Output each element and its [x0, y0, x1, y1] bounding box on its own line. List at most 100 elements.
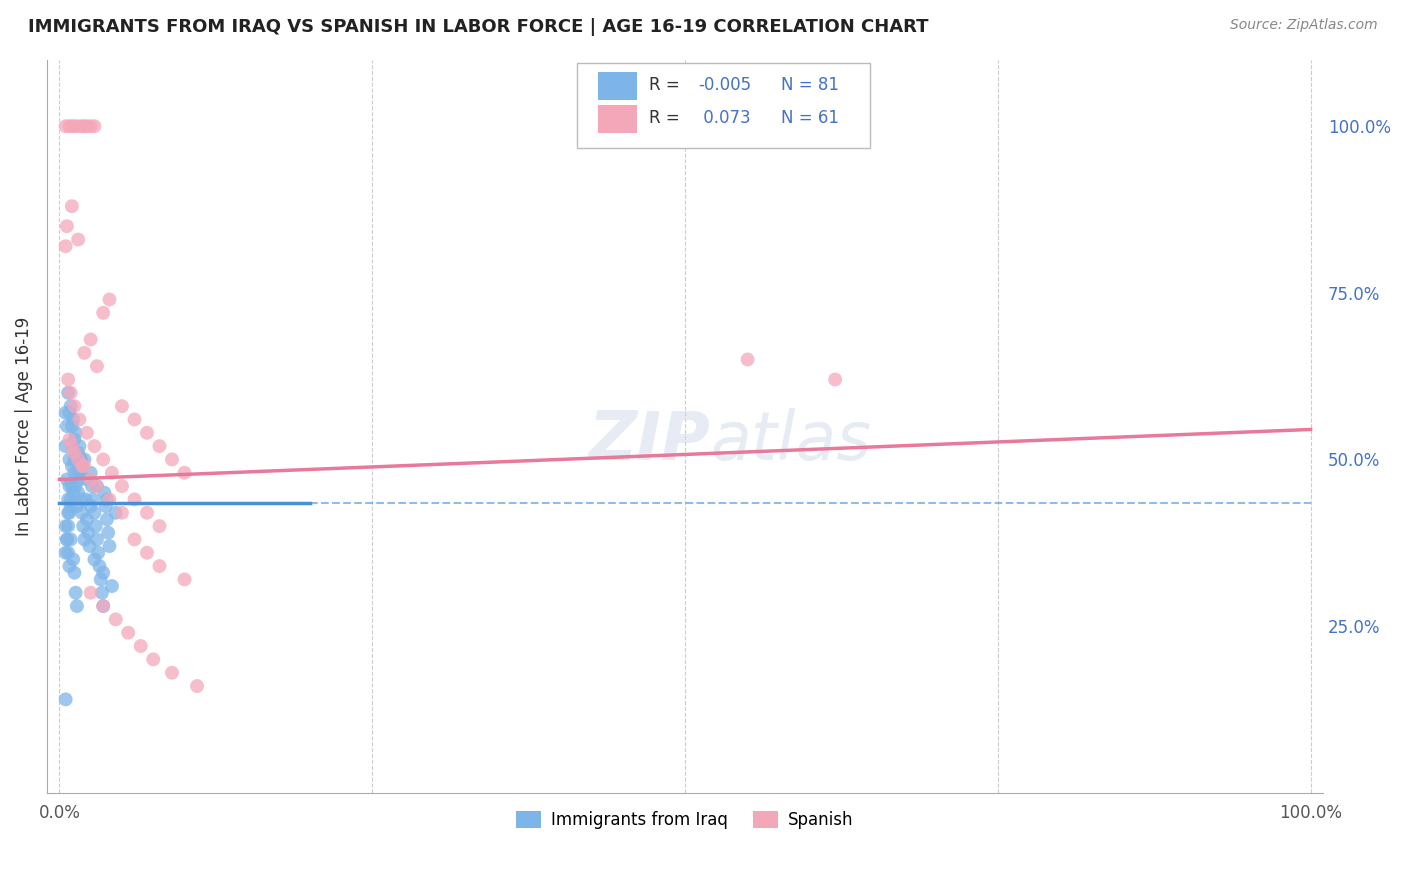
Point: [59, 533, 82, 547]
Point: [67, 466, 90, 480]
Point: [63, 566, 86, 580]
Point: [73, 346, 96, 360]
Point: [124, 412, 146, 426]
Point: [67, 412, 90, 426]
Point: [129, 639, 152, 653]
Point: [62, 485, 84, 500]
Point: [136, 425, 159, 440]
Point: [76, 120, 98, 134]
FancyBboxPatch shape: [598, 72, 637, 100]
Point: [58, 452, 80, 467]
Text: atlas: atlas: [710, 408, 872, 474]
Point: [72, 519, 94, 533]
Point: [82, 492, 104, 507]
Text: IMMIGRANTS FROM IRAQ VS SPANISH IN LABOR FORCE | AGE 16-19 CORRELATION CHART: IMMIGRANTS FROM IRAQ VS SPANISH IN LABOR…: [28, 18, 928, 36]
Point: [55, 406, 77, 420]
Point: [86, 479, 108, 493]
Point: [58, 120, 80, 134]
Point: [55, 519, 77, 533]
Point: [91, 452, 114, 467]
Point: [67, 466, 90, 480]
Point: [70, 120, 93, 134]
Point: [56, 546, 79, 560]
Point: [83, 552, 105, 566]
Point: [101, 466, 124, 480]
Point: [69, 452, 91, 467]
Point: [56, 472, 79, 486]
Point: [59, 399, 82, 413]
Point: [60, 439, 83, 453]
Point: [56, 533, 79, 547]
Point: [79, 472, 101, 486]
Point: [58, 433, 80, 447]
Point: [59, 385, 82, 400]
Point: [79, 333, 101, 347]
Point: [55, 439, 77, 453]
Point: [148, 519, 170, 533]
Point: [65, 425, 87, 440]
Point: [83, 120, 105, 134]
Point: [148, 439, 170, 453]
Point: [80, 479, 103, 493]
Point: [60, 479, 83, 493]
Point: [73, 459, 96, 474]
Point: [148, 559, 170, 574]
Point: [98, 539, 121, 553]
Point: [60, 199, 83, 213]
Point: [67, 446, 90, 460]
Point: [96, 492, 118, 507]
Point: [65, 585, 87, 599]
Point: [63, 452, 86, 467]
Point: [56, 506, 79, 520]
Text: Source: ZipAtlas.com: Source: ZipAtlas.com: [1230, 18, 1378, 32]
Point: [173, 573, 195, 587]
Point: [75, 492, 97, 507]
Point: [124, 492, 146, 507]
Point: [98, 492, 121, 507]
FancyBboxPatch shape: [598, 105, 637, 133]
Point: [76, 425, 98, 440]
Point: [70, 459, 93, 474]
Point: [79, 120, 101, 134]
Point: [86, 479, 108, 493]
Point: [97, 525, 120, 540]
Point: [136, 506, 159, 520]
Text: R =: R =: [650, 109, 685, 128]
Point: [58, 506, 80, 520]
Point: [77, 525, 100, 540]
Point: [111, 506, 134, 520]
Point: [56, 492, 79, 507]
Point: [91, 585, 114, 599]
Point: [83, 506, 105, 520]
Point: [83, 439, 105, 453]
Point: [90, 573, 112, 587]
Point: [737, 352, 759, 367]
Point: [63, 446, 86, 460]
Point: [56, 519, 79, 533]
Point: [160, 665, 183, 680]
Point: [101, 579, 124, 593]
Point: [94, 499, 117, 513]
Point: [86, 533, 108, 547]
Point: [62, 552, 84, 566]
Point: [104, 612, 127, 626]
Point: [79, 539, 101, 553]
Point: [87, 546, 110, 560]
Point: [58, 559, 80, 574]
Y-axis label: In Labor Force | Age 16-19: In Labor Force | Age 16-19: [15, 317, 32, 536]
Point: [76, 472, 98, 486]
Point: [56, 372, 79, 386]
Point: [70, 459, 93, 474]
Point: [55, 692, 77, 706]
Point: [142, 652, 165, 666]
Point: [91, 599, 114, 613]
Point: [96, 512, 118, 526]
Point: [63, 433, 86, 447]
Legend: Immigrants from Iraq, Spanish: Immigrants from Iraq, Spanish: [509, 804, 860, 836]
Point: [86, 359, 108, 373]
Point: [56, 385, 79, 400]
Point: [63, 399, 86, 413]
Point: [55, 120, 77, 134]
Point: [79, 466, 101, 480]
Point: [63, 120, 86, 134]
